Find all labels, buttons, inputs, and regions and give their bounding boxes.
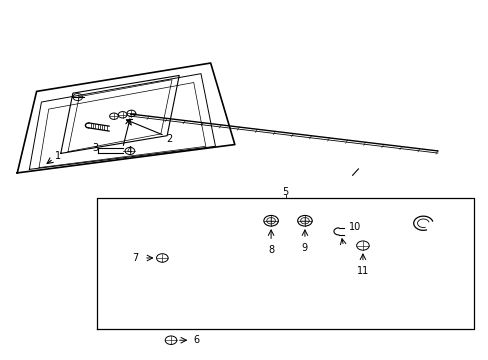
Text: 5: 5 [282, 188, 288, 197]
Text: 10: 10 [349, 222, 361, 232]
Text: 3: 3 [92, 143, 98, 153]
Text: 9: 9 [301, 243, 307, 253]
Text: 7: 7 [132, 253, 138, 263]
Text: 1: 1 [55, 151, 61, 161]
Text: 4: 4 [127, 147, 132, 156]
Text: 6: 6 [193, 335, 200, 345]
Text: 11: 11 [356, 266, 368, 276]
Text: 2: 2 [166, 134, 172, 144]
Text: 8: 8 [267, 245, 274, 255]
